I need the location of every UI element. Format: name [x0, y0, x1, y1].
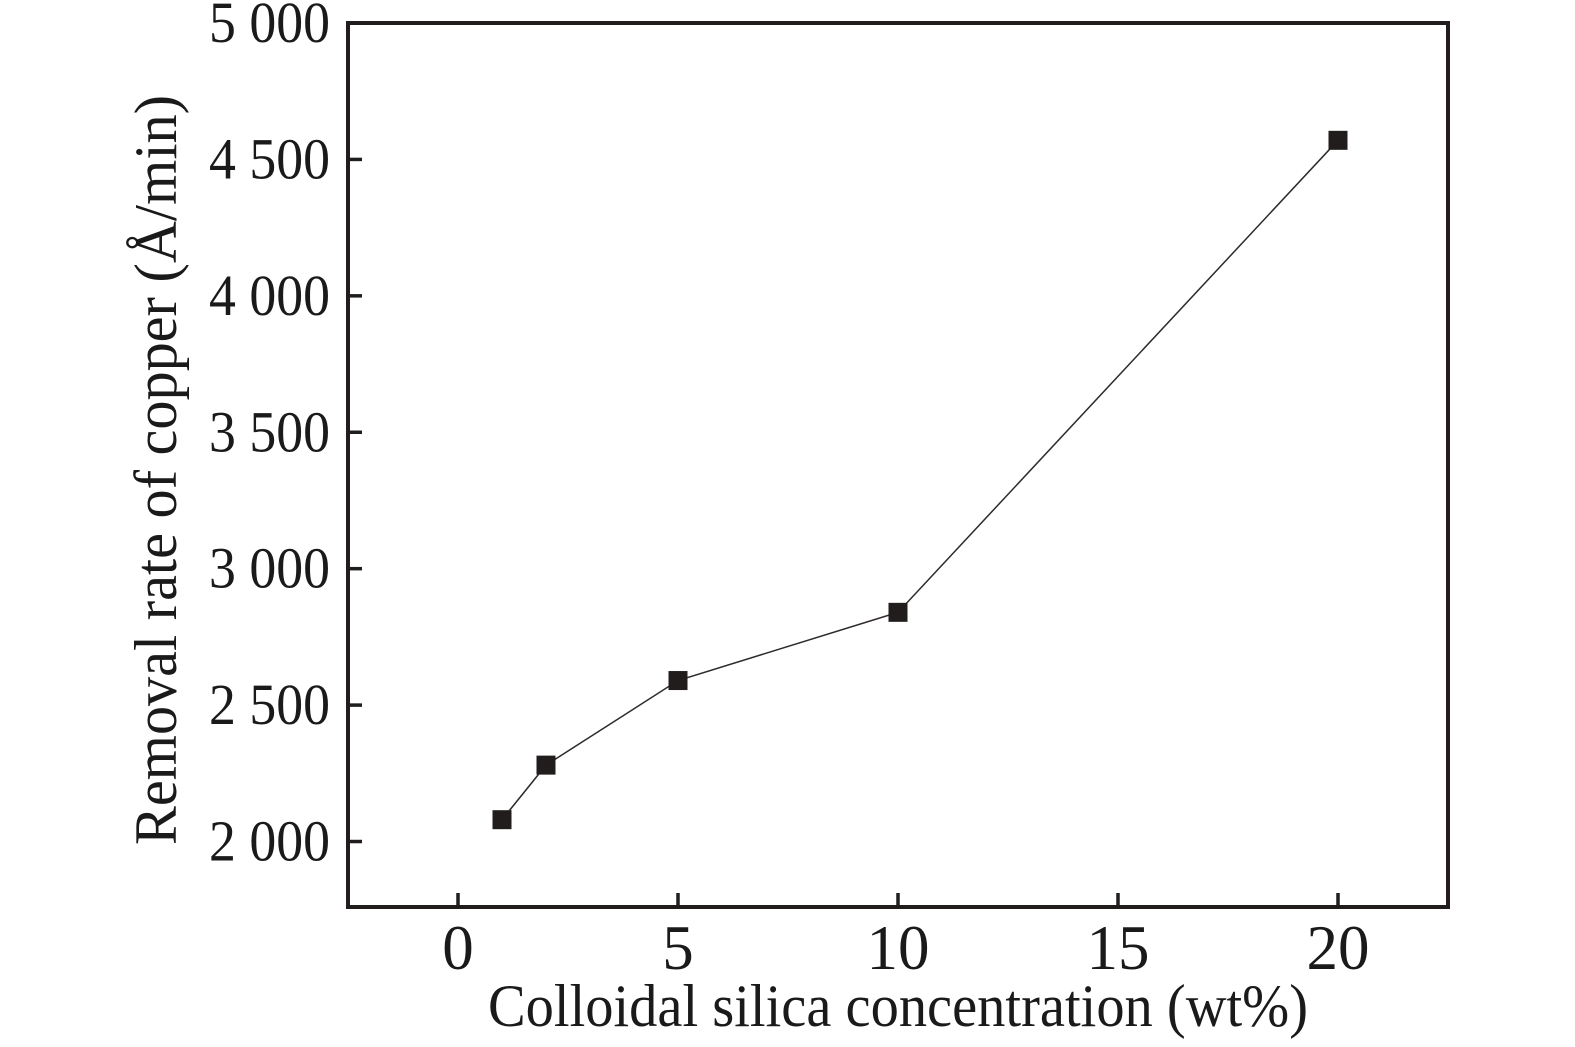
- y-tick-label: 3 500: [209, 399, 330, 464]
- x-tick-label: 0: [442, 913, 474, 983]
- y-tick-label: 3 000: [209, 536, 330, 601]
- y-tick-label: 4 000: [209, 263, 330, 328]
- y-axis-ticks: 2 000 2 500 3 000 3 500 4 000 4 500 5 000: [209, 0, 362, 874]
- x-tick-label: 10: [867, 913, 930, 983]
- data-point-marker: [492, 810, 512, 830]
- data-point-marker: [888, 602, 908, 622]
- plot-frame: [346, 21, 1450, 909]
- y-tick-label: 2 000: [209, 809, 330, 874]
- y-tick-label: 2 500: [209, 672, 330, 737]
- y-tick-label: 4 500: [209, 126, 330, 191]
- x-tick-label: 20: [1307, 913, 1370, 983]
- y-axis-title: Removal rate of copper (Å/min): [123, 95, 189, 845]
- x-tick-label: 5: [662, 913, 694, 983]
- x-tick-label: 15: [1087, 913, 1150, 983]
- y-tick-label: 5 000: [209, 0, 330, 55]
- x-axis-ticks: 0 5 10 15 20: [442, 893, 1370, 983]
- data-point-marker: [668, 671, 688, 691]
- data-point-marker: [536, 755, 556, 775]
- x-axis-title: Colloidal silica concentration (wt%): [488, 973, 1308, 1039]
- series-line: [501, 139, 1339, 821]
- data-series: [492, 130, 1348, 830]
- data-point-marker: [1328, 130, 1348, 150]
